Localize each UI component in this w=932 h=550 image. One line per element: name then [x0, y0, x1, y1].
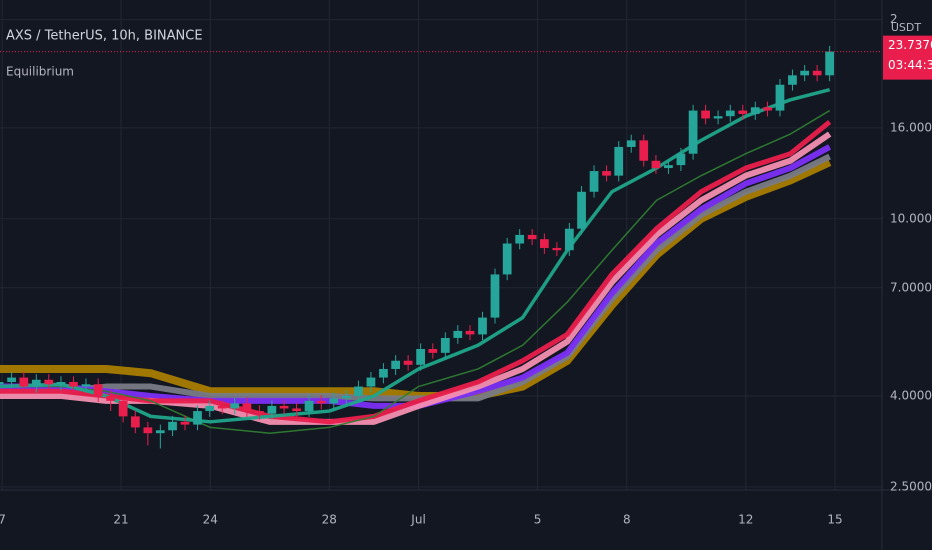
candle-body — [440, 337, 450, 353]
candle-body — [725, 110, 735, 117]
candle-body — [180, 421, 190, 425]
candle-body — [515, 234, 525, 244]
plot — [0, 45, 882, 449]
candle-body — [416, 349, 425, 365]
candle-body — [750, 107, 760, 114]
candle-body — [168, 421, 177, 431]
equilibrium-band — [0, 120, 832, 425]
chart-title: AXS / TetherUS, 10h, BINANCE — [6, 29, 203, 44]
candle-body — [763, 107, 772, 111]
candle-body — [800, 70, 810, 76]
candle-body — [391, 360, 401, 369]
x-tick-label: 28 — [322, 513, 337, 527]
candle-body — [614, 146, 624, 176]
x-tick-label: 5 — [534, 513, 542, 527]
candle-body — [56, 382, 66, 385]
candle-body — [193, 411, 202, 425]
candle-body — [155, 430, 165, 434]
candle-body — [639, 140, 649, 161]
candle-body — [0, 382, 4, 385]
candle-body — [69, 382, 78, 387]
candle-body — [118, 400, 128, 417]
currency: USDT — [891, 21, 922, 34]
countdown: 03:44:33 — [888, 58, 932, 72]
candle-body — [788, 75, 797, 85]
candle-body — [304, 400, 314, 412]
y-tick-label: 16.0000 — [890, 120, 932, 134]
candle-body — [93, 384, 103, 396]
candle-body — [651, 160, 661, 169]
candle-body — [701, 110, 710, 119]
candle-body — [7, 377, 16, 383]
candle-body — [403, 360, 413, 365]
candle-body — [44, 379, 54, 385]
candle-body — [242, 403, 252, 412]
candle-body — [552, 247, 562, 251]
candle-body — [379, 368, 388, 378]
candle-body — [527, 234, 537, 240]
candle-body — [812, 70, 822, 76]
y-tick-label: 2 — [890, 12, 898, 26]
candle-body — [329, 398, 339, 404]
x-tick-label: 24 — [203, 513, 218, 527]
candle-body — [626, 140, 636, 147]
candle-body — [230, 403, 240, 409]
y-tick-label: 7.0000 — [890, 280, 932, 294]
candle-body — [292, 408, 301, 412]
candle-body — [366, 377, 376, 387]
y-tick-label: 4.0000 — [890, 388, 932, 402]
equilibrium-band — [0, 109, 831, 434]
candle-body — [217, 405, 227, 409]
x-tick-label: 21 — [113, 513, 128, 527]
candle-body — [81, 384, 91, 387]
candle-body — [478, 317, 487, 335]
equilibrium-band — [0, 87, 831, 424]
candle-body — [738, 110, 748, 114]
candle-body — [688, 110, 698, 154]
candle-body — [825, 51, 835, 76]
candle-body — [428, 349, 438, 353]
candle-body — [453, 330, 463, 338]
candle-body — [775, 84, 785, 111]
candle-body — [602, 171, 611, 176]
candle-body — [465, 330, 475, 335]
candle-body — [205, 405, 215, 412]
candle-body — [490, 274, 500, 318]
candle-body — [143, 427, 153, 434]
candle-body — [106, 395, 116, 401]
candle-body — [267, 405, 277, 414]
indicator-name: Equilibrium — [6, 65, 74, 79]
candle-body — [354, 386, 363, 396]
candle-body — [316, 400, 326, 404]
candle-body — [564, 228, 574, 251]
candle-body — [664, 165, 673, 169]
candle-body — [19, 377, 29, 387]
axes: 2.5000 4.0000 7.0000 10.0000 16.0000 2 7 21 24 28… — [0, 12, 932, 527]
candle-body — [589, 171, 599, 192]
candle-body — [577, 191, 586, 229]
candle-body — [31, 379, 41, 387]
candle-body — [130, 416, 140, 428]
candle-body — [279, 405, 289, 409]
x-tick-label: 15 — [827, 513, 842, 527]
candle-body — [713, 116, 723, 119]
price-tag — [883, 35, 932, 80]
y-tick-label: 10.0000 — [890, 211, 932, 225]
candle-body — [539, 239, 549, 248]
x-tick-label: 12 — [738, 513, 753, 527]
x-tick-label: Jul — [410, 513, 425, 527]
candle-body — [255, 411, 264, 414]
candle-body — [676, 153, 686, 166]
candle-body — [502, 243, 512, 275]
x-tick-label: 8 — [623, 513, 631, 527]
y-tick-label: 2.5000 — [890, 479, 932, 493]
x-tick-label: 7 — [0, 513, 6, 527]
candle-body — [341, 395, 351, 399]
